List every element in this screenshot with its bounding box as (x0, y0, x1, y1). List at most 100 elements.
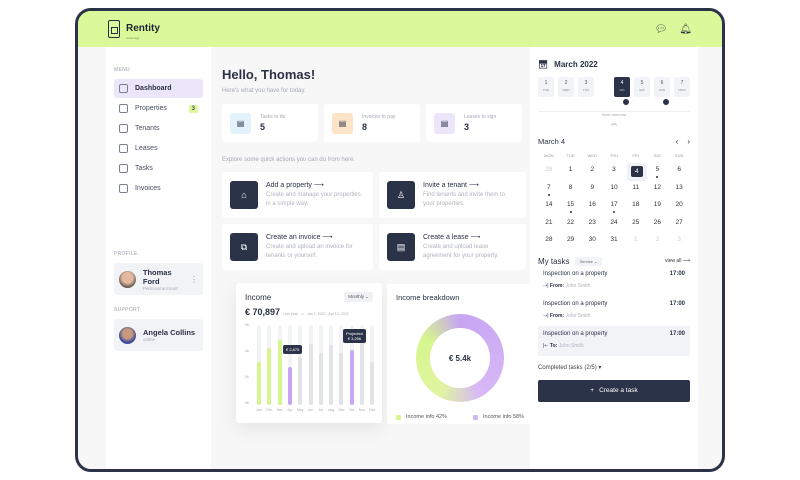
bar-mar[interactable] (277, 325, 282, 405)
sidebar-item-dashboard[interactable]: Dashboard (114, 79, 203, 98)
calendar-day[interactable]: 18 (632, 201, 640, 208)
calendar-day[interactable]: 19 (653, 201, 662, 208)
chevron-up-icon[interactable]: ︽ (610, 121, 617, 127)
calendar-day[interactable]: 20 (675, 201, 683, 208)
calendar-day[interactable]: 29 (566, 236, 575, 243)
calendar-day[interactable]: 30 (588, 236, 596, 243)
sidebar-item-tenants[interactable]: Tenants (114, 119, 203, 138)
next-month-button[interactable]: › (687, 137, 690, 146)
week-day[interactable]: 3 THU (578, 77, 594, 97)
bar-feb[interactable] (267, 325, 272, 405)
sidebar-item-properties[interactable]: Properties 3 (114, 99, 203, 118)
hide-calendar-button[interactable]: Hide calendar (538, 111, 690, 118)
document-icon: ▤ (434, 112, 455, 134)
quick-action-invite-a-tenant[interactable]: ♙ Invite a tenant ⟶ Find tenants and invit… (379, 172, 526, 218)
calendar-day[interactable]: 2 (655, 236, 660, 243)
quick-action-create-a-lease[interactable]: ▤ Create a lease ⟶ Create and upload lease… (379, 224, 526, 270)
week-strip: 1 TUE 2 WED 3 THU 4 FRI 5 SAT 6 SUN 7 MON (538, 77, 690, 97)
date-title: March 4 (538, 137, 566, 146)
create-task-button[interactable]: + Create a task (538, 379, 690, 402)
calendar-day[interactable]: 17 (603, 198, 625, 216)
bar-aug[interactable] (329, 325, 334, 405)
sidebar-item-invoices[interactable]: Invoices (114, 179, 203, 198)
clipboard-icon: ▤ (230, 112, 251, 134)
avatar (119, 326, 136, 344)
calendar-day[interactable]: 23 (588, 218, 596, 226)
calendar-day[interactable]: 26 (653, 218, 662, 226)
task-item[interactable]: Inspection on a property 17:00 ⇢| From: Jo… (543, 270, 685, 289)
calendar-day[interactable]: 5 (647, 163, 669, 181)
calendar-day[interactable]: 16 (588, 201, 596, 208)
prev-month-button[interactable]: ‹ (675, 137, 679, 146)
calendar-day[interactable]: 2 (590, 166, 595, 173)
legend-item: Income info 42% (396, 414, 447, 420)
calendar-day[interactable]: 22 (566, 218, 575, 226)
bar-jun[interactable] (308, 325, 313, 405)
calendar-day[interactable]: 31 (610, 236, 618, 243)
stat-card[interactable]: ▤ Leases to sign 3 (426, 104, 522, 142)
bar-oct[interactable] (349, 325, 354, 405)
calendar-day[interactable]: 13 (675, 183, 683, 191)
app-window: Rentity rental app 💬︎ 🔔︎ MENU Dashboard Pr… (75, 8, 725, 472)
page-title: Hello, Thomas! (222, 67, 316, 82)
calendar-day[interactable]: 25 (632, 218, 640, 226)
bar-jan[interactable] (257, 325, 261, 405)
clipboard-icon (119, 164, 128, 173)
task-filter-select[interactable]: Service ⌄ (574, 256, 603, 266)
stat-card[interactable]: ▤ Invoices to pay 8 (324, 104, 420, 142)
avatar (119, 270, 136, 288)
calendar-day[interactable]: 9 (590, 183, 595, 191)
week-day[interactable]: 2 WED (558, 77, 574, 97)
sidebar-item-leases[interactable]: Leases (114, 139, 203, 158)
quick-action-add-a-property[interactable]: ⌂ Add a property ⟶ Create and manage your … (222, 172, 373, 218)
calendar-day[interactable]: 3 (677, 236, 681, 243)
calendar-day[interactable]: 12 (653, 183, 662, 191)
week-day[interactable]: 4 FRI (614, 77, 630, 97)
quick-action-create-an-invoice[interactable]: ⧉ Create an invoice ⟶ Create and upload an… (222, 224, 373, 270)
bar-may[interactable] (298, 325, 303, 405)
calendar-day[interactable]: 24 (610, 218, 618, 226)
calendar-day[interactable]: 27 (675, 218, 683, 226)
chat-icon[interactable]: 💬︎ (654, 23, 668, 35)
calendar-day[interactable]: 14 (545, 201, 553, 208)
date-range[interactable]: Jan 1, 2022 - Apr 14, 2022 (307, 312, 349, 316)
task-item[interactable]: Inspection on a property 17:00 ⇢| From: Jo… (543, 300, 685, 319)
calendar-day[interactable]: 3 (612, 166, 616, 173)
calendar-day[interactable]: 10 (610, 183, 618, 191)
plus-icon: + (590, 387, 595, 394)
task-item[interactable]: Inspection on a property 17:00 |⇠ To: John… (538, 325, 690, 356)
bell-icon[interactable]: 🔔︎ (679, 23, 692, 35)
bar-dec[interactable] (370, 325, 375, 405)
calendar-day[interactable]: 15 (560, 198, 582, 216)
sidebar-item-tasks[interactable]: Tasks (114, 159, 203, 178)
calendar-day[interactable]: 7 (538, 181, 560, 199)
stat-card[interactable]: ▤ Tasks to do 5 (222, 104, 318, 142)
bar-nov[interactable] (360, 325, 364, 405)
week-day[interactable]: 7 MON (674, 77, 690, 97)
calendar-day[interactable]: 1 (568, 166, 573, 173)
support-card[interactable]: Angela Collins online (114, 319, 203, 351)
period-select[interactable]: Monthly ⌄ (344, 292, 373, 302)
view-all-link[interactable]: view all ⟶ (665, 258, 690, 264)
bar-sep[interactable] (339, 325, 344, 405)
calendar-day[interactable]: 28 (545, 236, 553, 243)
profile-card[interactable]: Thomas Ford Personal account ⋮ (114, 263, 203, 295)
calendar-day[interactable]: 28 (545, 166, 553, 173)
profile-label: PROFILE (114, 251, 138, 257)
tooltip: Projected € 3,256 (343, 329, 366, 343)
calendar-day[interactable]: 6 (677, 166, 681, 173)
week-day[interactable]: 6 SUN (654, 77, 670, 97)
calendar-day[interactable]: 1 (633, 236, 638, 243)
completed-tasks-toggle[interactable]: Completed tasks (2/5) ▾ (538, 364, 602, 371)
logo[interactable]: Rentity rental app (108, 18, 160, 40)
week-day[interactable]: 1 TUE (538, 77, 554, 97)
brand-name: Rentity (126, 23, 160, 34)
week-day[interactable]: 5 SAT (634, 77, 650, 97)
calendar-day[interactable]: 4 (626, 163, 647, 181)
calendar-day[interactable]: 21 (545, 218, 553, 226)
bar-jul[interactable] (318, 325, 323, 405)
bar-apr[interactable] (287, 325, 292, 405)
calendar-day[interactable]: 11 (632, 183, 640, 191)
more-icon[interactable]: ⋮ (190, 274, 198, 284)
calendar-day[interactable]: 8 (568, 183, 573, 191)
